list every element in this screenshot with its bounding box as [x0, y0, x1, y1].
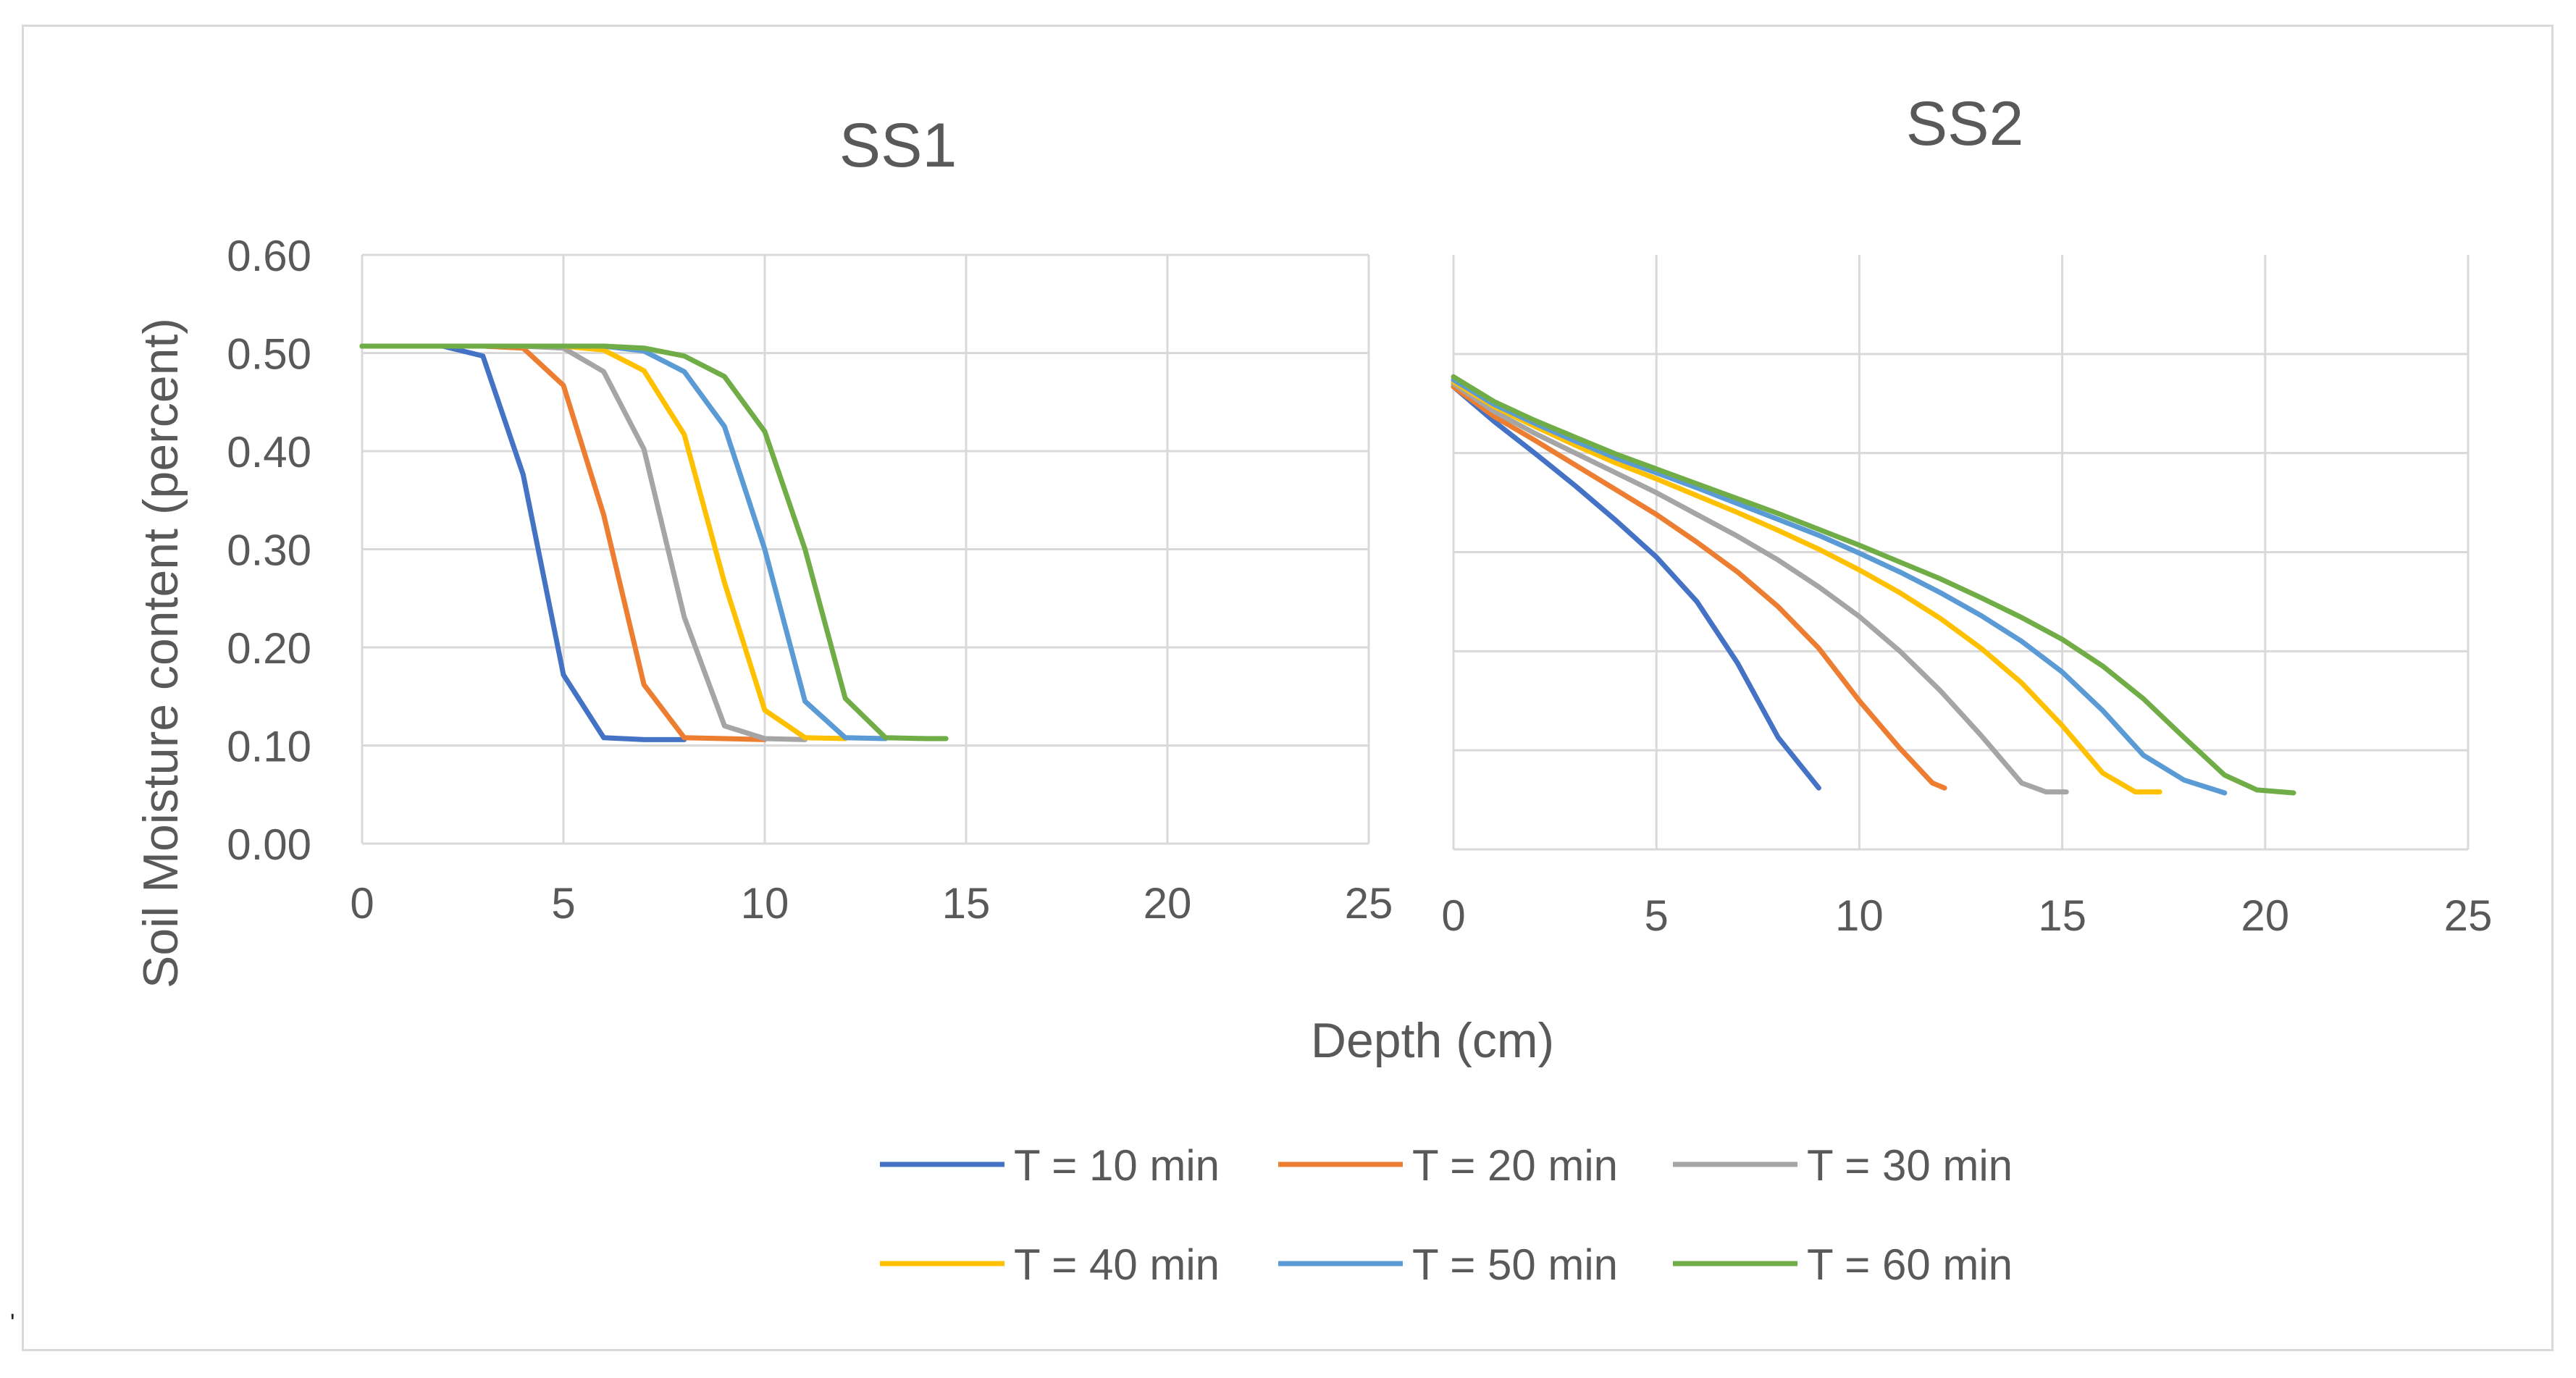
series-line-t-30-min — [1451, 381, 2069, 795]
x-tick-label: 5 — [1645, 891, 1669, 940]
series-line-t-10-min — [359, 343, 687, 742]
y-tick-label: 0.30 — [227, 526, 311, 575]
x-tick-label: 0 — [350, 879, 374, 928]
series-line-t-40-min — [1451, 379, 2162, 795]
x-tick-label: 25 — [2444, 891, 2493, 940]
y-tick-label: 0.00 — [227, 820, 311, 869]
legend-item-t-60-min: T = 60 min — [1673, 1240, 2013, 1289]
x-axis-title: Depth (cm) — [1311, 1013, 1554, 1068]
legend-label: T = 20 min — [1412, 1141, 1618, 1190]
series-line-t-30-min — [359, 343, 808, 742]
legend-label: T = 60 min — [1807, 1240, 2013, 1289]
legend-label: T = 30 min — [1807, 1141, 2013, 1190]
y-axis-title: Soil Moisture content (percent) — [133, 318, 188, 988]
panel-title: SS1 — [839, 111, 957, 180]
series-line-t-10-min — [1451, 384, 1821, 791]
legend: T = 10 min T = 20 min T = 30 min T = 40 min… — [880, 1141, 2013, 1289]
legend-label: T = 10 min — [1014, 1141, 1220, 1190]
legend-item-t-20-min: T = 20 min — [1278, 1141, 1618, 1190]
x-tick-label: 5 — [551, 879, 575, 928]
stray-mark: ' — [10, 1309, 15, 1337]
x-tick-label: 25 — [1345, 879, 1393, 928]
panel-title: SS2 — [1906, 89, 2024, 159]
legend-label: T = 40 min — [1014, 1240, 1220, 1289]
y-tick-label: 0.10 — [227, 723, 311, 771]
series-line-t-60-min — [359, 343, 949, 741]
chart-frame — [22, 25, 2554, 1351]
x-tick-label: 10 — [1835, 891, 1884, 940]
y-tick-label: 0.60 — [227, 232, 311, 280]
x-tick-label: 15 — [942, 879, 991, 928]
series-line-t-60-min — [1451, 374, 2296, 796]
y-tick-label: 0.50 — [227, 330, 311, 379]
legend-item-t-30-min: T = 30 min — [1673, 1141, 2013, 1190]
legend-item-t-50-min: T = 50 min — [1278, 1240, 1618, 1289]
panel-ss2: SS2 0 5 10 15 20 25 — [1441, 89, 2492, 940]
series-line-t-20-min — [1451, 384, 1947, 791]
x-tick-label: 10 — [741, 879, 789, 928]
x-tick-label: 20 — [2241, 891, 2289, 940]
y-tick-label: 0.20 — [227, 624, 311, 673]
panels-layer: SS1 0.00 0.10 0.20 0.30 0.40 0.50 0.60 0 5 10 15 20 2… — [227, 89, 2492, 940]
x-tick-label: 0 — [1441, 891, 1465, 940]
legend-label: T = 50 min — [1412, 1240, 1618, 1289]
x-tick-label: 20 — [1144, 879, 1192, 928]
x-tick-label: 15 — [2038, 891, 2086, 940]
y-tick-label: 0.40 — [227, 428, 311, 476]
panel-ss1: SS1 0.00 0.10 0.20 0.30 0.40 0.50 0.60 0 5 10 15 20 2… — [227, 111, 1393, 928]
series-line-t-40-min — [359, 343, 848, 741]
legend-item-t-40-min: T = 40 min — [880, 1240, 1220, 1289]
series-line-t-50-min — [1451, 377, 2228, 796]
legend-item-t-10-min: T = 10 min — [880, 1141, 1220, 1190]
